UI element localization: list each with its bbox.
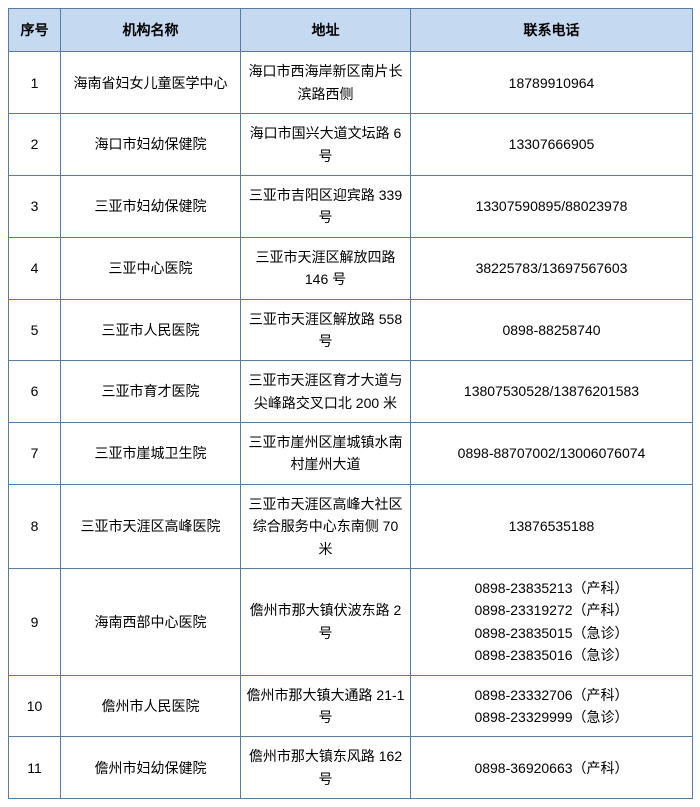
- cell-org: 海南省妇女儿童医学中心: [61, 52, 241, 114]
- cell-org: 儋州市人民医院: [61, 675, 241, 737]
- table-row: 7三亚市崖城卫生院三亚市崖州区崖城镇水南村崖州大道0898-88707002/1…: [9, 423, 693, 485]
- cell-no: 10: [9, 675, 61, 737]
- cell-addr: 儋州市那大镇大通路 21-1 号: [241, 675, 411, 737]
- cell-phone: 13307666905: [411, 114, 693, 176]
- col-header-org: 机构名称: [61, 9, 241, 52]
- col-header-phone: 联系电话: [411, 9, 693, 52]
- table-row: 1海南省妇女儿童医学中心海口市西海岸新区南片长滨路西侧18789910964: [9, 52, 693, 114]
- cell-addr: 三亚市天涯区解放路 558 号: [241, 299, 411, 361]
- cell-phone: 0898-23332706（产科） 0898-23329999（急诊）: [411, 675, 693, 737]
- table-body: 1海南省妇女儿童医学中心海口市西海岸新区南片长滨路西侧187899109642海…: [9, 52, 693, 799]
- cell-no: 2: [9, 114, 61, 176]
- cell-addr: 海口市国兴大道文坛路 6 号: [241, 114, 411, 176]
- table-row: 4三亚中心医院三亚市天涯区解放四路 146 号38225783/13697567…: [9, 237, 693, 299]
- cell-no: 1: [9, 52, 61, 114]
- cell-org: 三亚市崖城卫生院: [61, 423, 241, 485]
- cell-org: 海口市妇幼保健院: [61, 114, 241, 176]
- cell-addr: 儋州市那大镇伏波东路 2 号: [241, 569, 411, 676]
- col-header-addr: 地址: [241, 9, 411, 52]
- cell-org: 海南西部中心医院: [61, 569, 241, 676]
- cell-org: 三亚中心医院: [61, 237, 241, 299]
- cell-addr: 三亚市天涯区育才大道与尖峰路交叉口北 200 米: [241, 361, 411, 423]
- cell-addr: 三亚市崖州区崖城镇水南村崖州大道: [241, 423, 411, 485]
- cell-addr: 海口市西海岸新区南片长滨路西侧: [241, 52, 411, 114]
- cell-phone: 13307590895/88023978: [411, 175, 693, 237]
- cell-phone: 0898-36920663（产科）: [411, 737, 693, 799]
- cell-phone: 0898-23835213（产科） 0898-23319272（产科） 0898…: [411, 569, 693, 676]
- cell-no: 9: [9, 569, 61, 676]
- table-row: 8三亚市天涯区高峰医院三亚市天涯区高峰大社区综合服务中心东南侧 70 米1387…: [9, 484, 693, 568]
- cell-org: 三亚市天涯区高峰医院: [61, 484, 241, 568]
- cell-phone: 18789910964: [411, 52, 693, 114]
- cell-no: 7: [9, 423, 61, 485]
- cell-no: 4: [9, 237, 61, 299]
- table-row: 3三亚市妇幼保健院三亚市吉阳区迎宾路 339 号13307590895/8802…: [9, 175, 693, 237]
- cell-addr: 三亚市天涯区解放四路 146 号: [241, 237, 411, 299]
- institution-table: 序号 机构名称 地址 联系电话 1海南省妇女儿童医学中心海口市西海岸新区南片长滨…: [8, 8, 693, 799]
- cell-addr: 儋州市那大镇东风路 162 号: [241, 737, 411, 799]
- cell-org: 三亚市妇幼保健院: [61, 175, 241, 237]
- cell-org: 三亚市育才医院: [61, 361, 241, 423]
- cell-no: 6: [9, 361, 61, 423]
- cell-phone: 13876535188: [411, 484, 693, 568]
- col-header-no: 序号: [9, 9, 61, 52]
- table-row: 6三亚市育才医院三亚市天涯区育才大道与尖峰路交叉口北 200 米13807530…: [9, 361, 693, 423]
- table-row: 10儋州市人民医院儋州市那大镇大通路 21-1 号0898-23332706（产…: [9, 675, 693, 737]
- cell-phone: 0898-88258740: [411, 299, 693, 361]
- cell-phone: 13807530528/13876201583: [411, 361, 693, 423]
- table-header-row: 序号 机构名称 地址 联系电话: [9, 9, 693, 52]
- table-row: 2海口市妇幼保健院海口市国兴大道文坛路 6 号13307666905: [9, 114, 693, 176]
- table-row: 5三亚市人民医院三亚市天涯区解放路 558 号0898-88258740: [9, 299, 693, 361]
- cell-phone: 38225783/13697567603: [411, 237, 693, 299]
- table-row: 11儋州市妇幼保健院儋州市那大镇东风路 162 号0898-36920663（产…: [9, 737, 693, 799]
- cell-phone: 0898-88707002/13006076074: [411, 423, 693, 485]
- cell-no: 8: [9, 484, 61, 568]
- cell-org: 三亚市人民医院: [61, 299, 241, 361]
- cell-no: 5: [9, 299, 61, 361]
- cell-addr: 三亚市天涯区高峰大社区综合服务中心东南侧 70 米: [241, 484, 411, 568]
- cell-org: 儋州市妇幼保健院: [61, 737, 241, 799]
- cell-no: 3: [9, 175, 61, 237]
- cell-addr: 三亚市吉阳区迎宾路 339 号: [241, 175, 411, 237]
- table-row: 9海南西部中心医院儋州市那大镇伏波东路 2 号0898-23835213（产科）…: [9, 569, 693, 676]
- cell-no: 11: [9, 737, 61, 799]
